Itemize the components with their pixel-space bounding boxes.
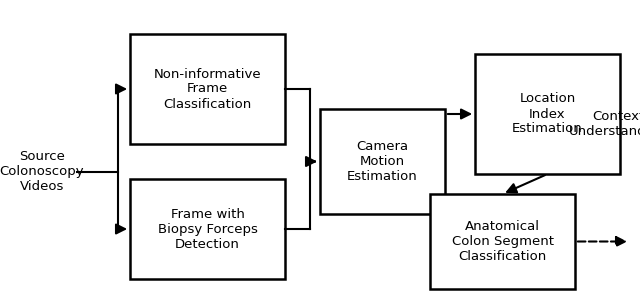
Text: Location
Index
Estimation: Location Index Estimation [512, 92, 583, 135]
Bar [320, 109, 445, 214]
Text: Source
Colonoscopy
Videos: Source Colonoscopy Videos [0, 150, 84, 193]
Bar [475, 54, 620, 174]
Text: Context
Understanding: Context Understanding [569, 110, 640, 138]
Text: Frame with
Biopsy Forceps
Detection: Frame with Biopsy Forceps Detection [157, 208, 257, 251]
Text: Non-informative
Frame
Classification: Non-informative Frame Classification [154, 68, 261, 111]
Bar [130, 34, 285, 144]
Bar [430, 194, 575, 289]
Text: Anatomical
Colon Segment
Classification: Anatomical Colon Segment Classification [451, 220, 554, 263]
Text: Camera
Motion
Estimation: Camera Motion Estimation [347, 140, 418, 183]
Bar [130, 179, 285, 279]
